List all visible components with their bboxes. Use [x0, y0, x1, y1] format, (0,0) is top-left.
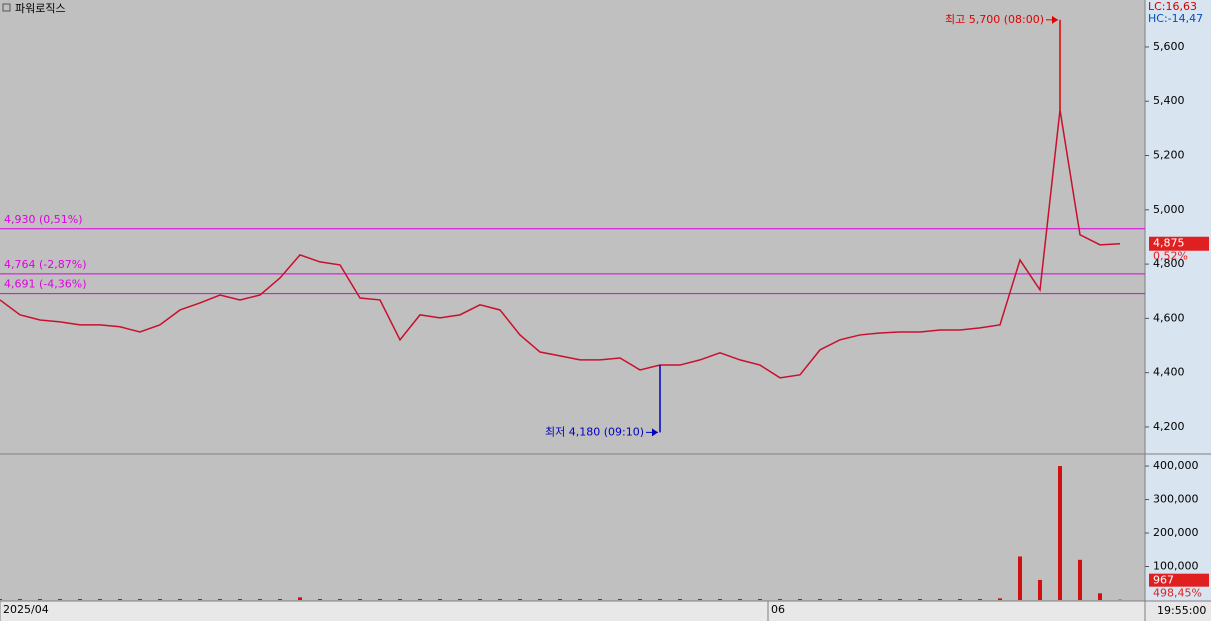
volume-bar — [358, 598, 362, 600]
volume-bar — [1078, 559, 1082, 600]
chart-title: 파워로직스 — [15, 2, 66, 15]
y-tick-label: 5,000 — [1153, 203, 1185, 216]
volume-bar — [78, 598, 82, 600]
y-tick-label: 5,200 — [1153, 149, 1185, 162]
volume-bar — [978, 598, 982, 600]
indicator: LC:16,63 — [1148, 0, 1197, 13]
volume-bar — [158, 598, 162, 600]
volume-bar — [218, 598, 222, 600]
annotation-label: 최저 4,180 (09:10) — [545, 425, 644, 438]
level-label: 4,930 (0,51%) — [4, 213, 83, 226]
volume-bar — [278, 598, 282, 600]
checkbox[interactable] — [2, 3, 11, 12]
volume-bar — [198, 598, 202, 600]
volume-bar — [118, 598, 122, 600]
volume-bar — [898, 598, 902, 600]
x-axis-bg — [0, 601, 1211, 621]
volume-bar — [58, 598, 62, 600]
volume-bar — [878, 598, 882, 600]
volume-bar — [538, 598, 542, 600]
volume-bar — [998, 598, 1002, 600]
volume-bar — [338, 598, 342, 600]
volume-bar — [938, 598, 942, 600]
y-tick-label: 100,000 — [1153, 560, 1199, 573]
volume-bar — [1058, 466, 1062, 600]
y-tick-label: 4,600 — [1153, 311, 1185, 324]
volume-bar — [0, 598, 2, 600]
volume-bar — [638, 598, 642, 600]
volume-bar — [738, 598, 742, 600]
x-tick-label: 06 — [771, 603, 785, 616]
indicator: HC:-14,47 — [1148, 12, 1203, 25]
volume-bar — [258, 598, 262, 600]
volume-bar — [558, 598, 562, 600]
volume-bar — [418, 598, 422, 600]
volume-bar — [98, 598, 102, 600]
y-tick-label: 4,800 — [1153, 257, 1185, 270]
last-price-label: 4,875 — [1153, 237, 1185, 250]
y-tick-label: 4,400 — [1153, 366, 1185, 379]
volume-bar — [458, 598, 462, 600]
last-volume-box — [1149, 573, 1209, 587]
y-tick-label: 5,400 — [1153, 94, 1185, 107]
volume-bar — [698, 598, 702, 600]
volume-bar — [778, 598, 782, 600]
y-tick-label: 5,600 — [1153, 40, 1185, 53]
arrow-head — [652, 428, 658, 437]
volume-bar — [1018, 556, 1022, 600]
volume-bar — [1098, 593, 1102, 600]
volume-bar — [918, 598, 922, 600]
volume-bar — [798, 598, 802, 600]
level-label: 4,691 (-4,36%) — [4, 278, 86, 291]
level-label: 4,764 (-2,87%) — [4, 258, 86, 271]
volume-bar — [578, 598, 582, 600]
y-tick-label: 400,000 — [1153, 459, 1199, 472]
volume-bar — [18, 598, 22, 600]
volume-bar — [678, 598, 682, 600]
last-volume-label: 967 — [1153, 574, 1174, 587]
volume-bar — [1038, 579, 1042, 600]
volume-bar — [178, 598, 182, 600]
volume-bar — [758, 598, 762, 600]
y-tick-label: 300,000 — [1153, 493, 1199, 506]
volume-bar — [618, 598, 622, 600]
price-line — [0, 109, 1121, 379]
volume-bar — [958, 598, 962, 600]
volume-bar — [438, 598, 442, 600]
volume-bar — [498, 598, 502, 600]
volume-change-label: 498,45% — [1153, 587, 1202, 600]
volume-bar — [38, 598, 42, 600]
volume-bar — [658, 598, 662, 600]
last-price-box — [1149, 236, 1209, 251]
axis-bg — [1145, 0, 1211, 601]
plot-bg — [0, 0, 1145, 601]
volume-bar — [318, 598, 322, 600]
volume-bar — [838, 598, 842, 600]
volume-bar — [238, 598, 242, 600]
y-tick-label: 4,200 — [1153, 420, 1185, 433]
volume-bar — [598, 598, 602, 600]
volume-bar — [138, 598, 142, 600]
change-label: 0,52% — [1153, 250, 1188, 263]
volume-bar — [298, 597, 302, 600]
volume-bar — [378, 598, 382, 600]
volume-bar — [518, 598, 522, 600]
volume-bar — [398, 598, 402, 600]
annotation-label: 최고 5,700 (08:00) — [945, 13, 1044, 26]
time-label: 19:55:00 — [1157, 604, 1206, 617]
volume-bar — [478, 598, 482, 600]
volume-bar — [818, 598, 822, 600]
volume-bar — [718, 598, 722, 600]
volume-bar — [858, 598, 862, 600]
y-tick-label: 200,000 — [1153, 526, 1199, 539]
arrow-head — [1052, 15, 1058, 24]
x-tick-label: 2025/04 — [3, 603, 49, 616]
